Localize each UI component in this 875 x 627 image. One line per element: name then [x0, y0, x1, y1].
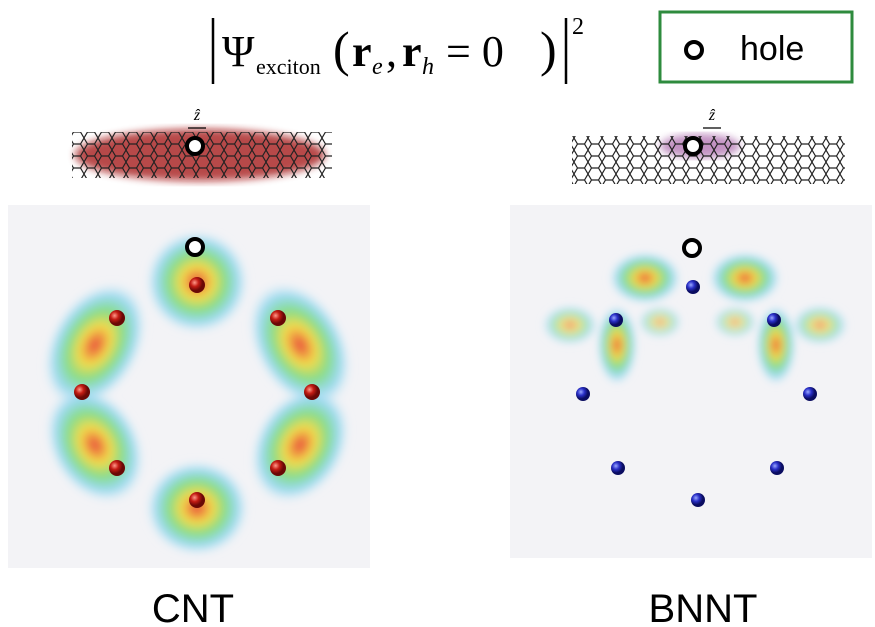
panel-label: BNNT [649, 587, 758, 627]
bnnt-tube: ẑ [572, 107, 845, 184]
legend-hole-marker [686, 42, 702, 58]
formula: Ψexciton(re,rh= 0)2 [222, 14, 584, 80]
bnnt-panel [510, 205, 872, 558]
panel-label: CNT [152, 587, 234, 627]
cnt-tube: ẑ [72, 107, 332, 181]
legend-label: hole [740, 30, 804, 68]
page: Ψexciton(re,rh= 0)2 hole ẑ ẑ [0, 0, 875, 627]
axis-label: ẑ [708, 107, 716, 124]
axis-label: ẑ [193, 107, 201, 124]
figure: Ψexciton(re,rh= 0)2 hole ẑ ẑ [0, 0, 875, 627]
cnt-panel [8, 205, 373, 568]
